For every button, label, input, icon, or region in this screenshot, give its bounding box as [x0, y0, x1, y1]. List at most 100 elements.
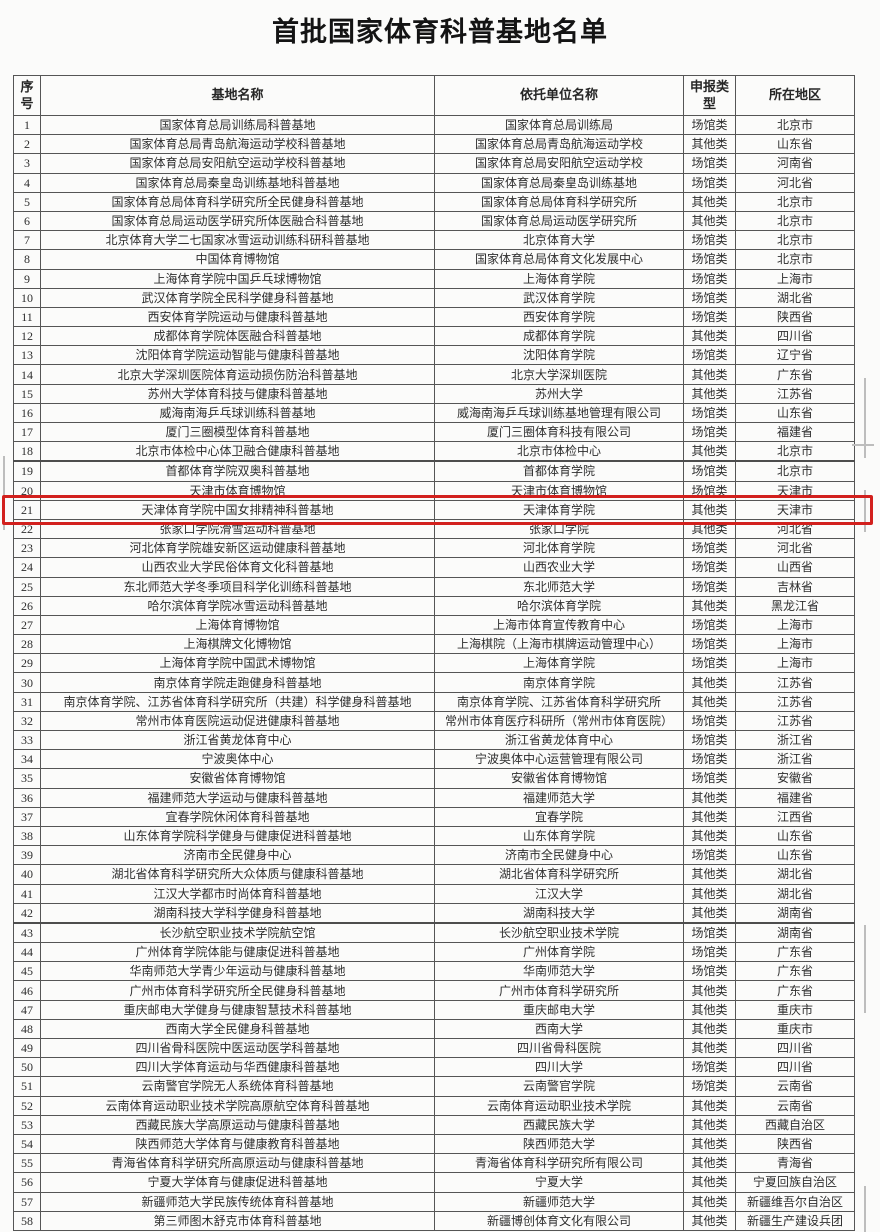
cell-base-name: 哈尔滨体育学院冰雪运动科普基地	[40, 595, 435, 616]
cell-serial-number: 18	[13, 441, 41, 463]
cell-region: 广东省	[735, 961, 855, 982]
cell-serial-number: 12	[13, 326, 41, 347]
cell-supporting-unit: 东北师范大学	[434, 576, 684, 597]
table-row: 22 张家口学院滑雪运动科普基地 张家口学院 其他类 河北省	[13, 518, 855, 540]
cell-application-type: 场馆类	[683, 287, 736, 308]
cell-region: 重庆市	[735, 1018, 855, 1040]
table-row: 4 国家体育总局秦皇岛训练基地科普基地 国家体育总局秦皇岛训练基地 场馆类 河北…	[13, 172, 855, 193]
cell-serial-number: 5	[13, 191, 41, 212]
cell-base-name: 张家口学院滑雪运动科普基地	[40, 518, 435, 540]
cell-region: 重庆市	[735, 999, 855, 1020]
cell-application-type: 场馆类	[683, 114, 736, 136]
cell-application-type: 场馆类	[683, 480, 736, 501]
cell-supporting-unit: 威海南海乒乓球训练基地管理有限公司	[434, 402, 684, 424]
cell-supporting-unit: 国家体育总局青岛航海运动学校	[434, 134, 684, 155]
cell-base-name: 中国体育博物馆	[40, 249, 435, 270]
cell-base-name: 江汉大学都市时尚体育科普基地	[40, 883, 435, 904]
cell-region: 上海市	[735, 634, 855, 655]
cell-serial-number: 46	[13, 980, 41, 1001]
cell-supporting-unit: 国家体育总局秦皇岛训练基地	[434, 172, 684, 193]
cell-base-name: 云南警官学院无人系统体育科普基地	[40, 1076, 435, 1097]
cell-serial-number: 6	[13, 210, 41, 232]
cell-region: 新疆生产建设兵团	[735, 1210, 855, 1231]
cell-base-name: 威海南海乒乓球训练科普基地	[40, 402, 435, 424]
cell-base-name: 南京体育学院、江苏省体育科学研究所（共建）科学健身科普基地	[40, 691, 435, 712]
cell-base-name: 国家体育总局青岛航海运动学校科普基地	[40, 134, 435, 155]
cell-supporting-unit: 国家体育总局体育文化发展中心	[434, 249, 684, 270]
table-row: 27 上海体育博物馆 上海市体育宣传教育中心 场馆类 上海市	[13, 614, 855, 636]
cell-application-type: 其他类	[683, 518, 736, 540]
cell-supporting-unit: 新疆师范大学	[434, 1191, 684, 1212]
cell-region: 北京市	[735, 441, 855, 463]
cell-region: 山东省	[735, 845, 855, 866]
cell-region: 四川省	[735, 326, 855, 347]
cell-region: 云南省	[735, 1095, 855, 1116]
cell-base-name: 上海体育学院中国武术博物馆	[40, 653, 435, 674]
cell-region: 湖南省	[735, 902, 855, 924]
cell-supporting-unit: 北京大学深圳医院	[434, 364, 684, 385]
cell-supporting-unit: 国家体育总局体育科学研究所	[434, 191, 684, 212]
cell-base-name: 上海体育博物馆	[40, 614, 435, 636]
cell-serial-number: 48	[13, 1018, 41, 1040]
cell-application-type: 场馆类	[683, 653, 736, 674]
cell-application-type: 场馆类	[683, 306, 736, 328]
cell-serial-number: 15	[13, 383, 41, 404]
cell-base-name: 湖南科技大学科学健身科普基地	[40, 902, 435, 924]
cell-region: 广东省	[735, 980, 855, 1001]
table-row: 20 天津市体育博物馆 天津市体育博物馆 场馆类 天津市	[13, 480, 855, 501]
cell-base-name: 南京体育学院走跑健身科普基地	[40, 672, 435, 693]
scan-artifact-line	[864, 1186, 866, 1232]
cell-region: 北京市	[735, 249, 855, 270]
cell-supporting-unit: 西安体育学院	[434, 306, 684, 328]
cell-region: 吉林省	[735, 576, 855, 597]
cell-application-type: 场馆类	[683, 614, 736, 636]
cell-application-type: 其他类	[683, 499, 736, 520]
cell-application-type: 场馆类	[683, 249, 736, 270]
cell-application-type: 其他类	[683, 999, 736, 1020]
cell-region: 江苏省	[735, 383, 855, 404]
cell-base-name: 广州市体育科学研究所全民健身科普基地	[40, 980, 435, 1001]
cell-supporting-unit: 北京体育大学	[434, 230, 684, 251]
cell-supporting-unit: 沈阳体育学院	[434, 345, 684, 366]
table-row: 29 上海体育学院中国武术博物馆 上海体育学院 场馆类 上海市	[13, 653, 855, 674]
cell-supporting-unit: 四川大学	[434, 1057, 684, 1078]
cell-base-name: 武汉体育学院全民科学健身科普基地	[40, 287, 435, 308]
cell-supporting-unit: 云南体育运动职业技术学院	[434, 1095, 684, 1116]
cell-supporting-unit: 上海市体育宣传教育中心	[434, 614, 684, 636]
scan-artifact-line	[864, 378, 866, 458]
cell-supporting-unit: 宁夏大学	[434, 1172, 684, 1193]
cell-region: 上海市	[735, 614, 855, 636]
cell-application-type: 场馆类	[683, 172, 736, 193]
table-row: 37 宜春学院休闲体育科普基地 宜春学院 其他类 江西省	[13, 806, 855, 827]
table-row: 14 北京大学深圳医院体育运动损伤防治科普基地 北京大学深圳医院 其他类 广东省	[13, 364, 855, 385]
cell-supporting-unit: 湖南科技大学	[434, 902, 684, 924]
cell-supporting-unit: 武汉体育学院	[434, 287, 684, 308]
cell-application-type: 其他类	[683, 980, 736, 1001]
table-row: 54 陕西师范大学体育与健康教育科普基地 陕西师范大学 其他类 陕西省	[13, 1133, 855, 1155]
cell-base-name: 宁夏大学体育与健康促进科普基地	[40, 1172, 435, 1193]
table-row: 38 山东体育学院科学健身与健康促进科普基地 山东体育学院 其他类 山东省	[13, 825, 855, 847]
cell-region: 新疆维吾尔自治区	[735, 1191, 855, 1212]
cell-application-type: 场馆类	[683, 634, 736, 655]
cell-application-type: 场馆类	[683, 538, 736, 559]
cell-base-name: 常州市体育医院运动促进健康科普基地	[40, 710, 435, 732]
cell-application-type: 其他类	[683, 1210, 736, 1231]
cell-application-type: 场馆类	[683, 557, 736, 578]
table-row: 39 济南市全民健身中心 济南市全民健身中心 场馆类 山东省	[13, 845, 855, 866]
cell-region: 辽宁省	[735, 345, 855, 366]
cell-serial-number: 27	[13, 614, 41, 636]
cell-supporting-unit: 济南市全民健身中心	[434, 845, 684, 866]
cell-region: 江西省	[735, 806, 855, 827]
cell-application-type: 其他类	[683, 1018, 736, 1040]
cell-region: 河北省	[735, 518, 855, 540]
table-row: 5 国家体育总局体育科学研究所全民健身科普基地 国家体育总局体育科学研究所 其他…	[13, 191, 855, 212]
cell-base-name: 东北师范大学冬季项目科学化训练科普基地	[40, 576, 435, 597]
scan-artifact-line	[864, 490, 866, 532]
cell-supporting-unit: 广州体育学院	[434, 942, 684, 963]
header-serial-number: 序号	[13, 75, 41, 116]
cell-application-type: 场馆类	[683, 942, 736, 963]
cell-supporting-unit: 宜春学院	[434, 806, 684, 827]
table-row: 56 宁夏大学体育与健康促进科普基地 宁夏大学 其他类 宁夏回族自治区	[13, 1172, 855, 1193]
cell-serial-number: 11	[13, 306, 41, 328]
